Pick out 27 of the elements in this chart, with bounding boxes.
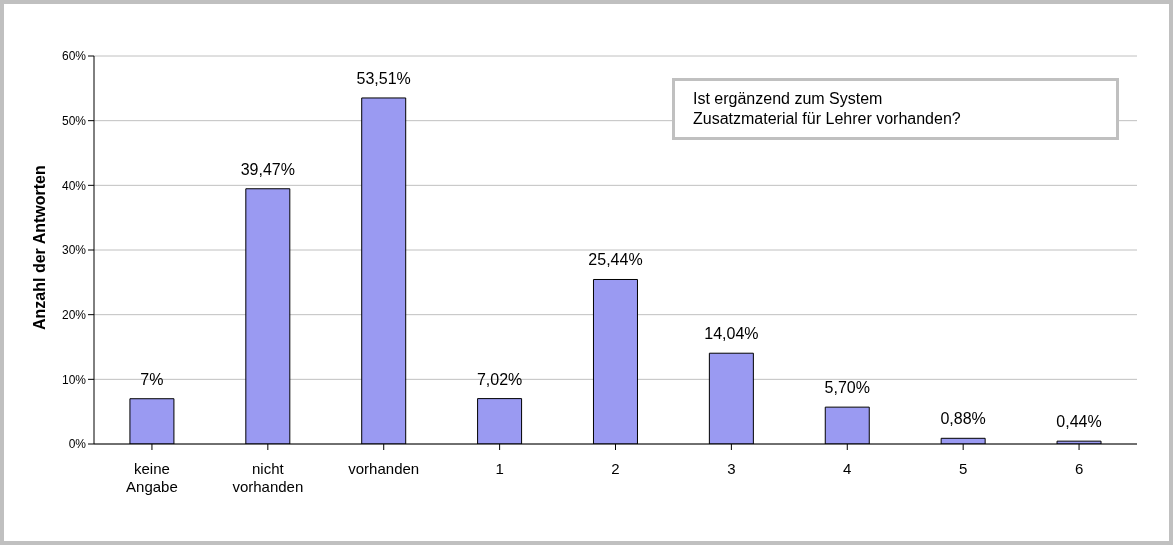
data-label: 7%: [140, 370, 164, 388]
y-tick-label: 40%: [61, 178, 87, 193]
x-tick-label: 1: [495, 459, 504, 477]
y-tick-label: 30%: [61, 243, 87, 258]
x-tick-label: 3: [727, 459, 736, 477]
data-label: 0,88%: [940, 410, 986, 428]
y-tick-label: 0%: [68, 437, 87, 452]
data-label: 7,02%: [476, 370, 523, 388]
y-tick-label: 20%: [61, 307, 87, 322]
x-tick-label: 4: [843, 459, 852, 477]
y-tick-label: 50%: [61, 113, 87, 128]
y-tick-label: 60%: [61, 49, 87, 64]
title-frame: Ist ergänzend zum System Zusatzmaterial für Lehrer vorhanden?: [672, 78, 1119, 140]
x-tick-label: 2: [611, 459, 620, 477]
y-axis-title: Anzahl der Antworten: [30, 165, 48, 330]
data-label: 53,51%: [356, 69, 411, 87]
x-tick-label: vorhanden: [348, 459, 420, 477]
y-tick-label: 10%: [61, 372, 87, 387]
x-tick-label: 5: [958, 459, 968, 477]
data-label: 5,70%: [824, 379, 870, 397]
data-label: 25,44%: [588, 251, 643, 269]
data-label: 39,47%: [240, 160, 295, 178]
x-tick-label: keine Angabe: [126, 459, 178, 496]
x-tick-label: 6: [1074, 459, 1084, 477]
data-label: 0,44%: [1056, 413, 1102, 431]
x-tick-label: nicht vorhanden: [232, 459, 304, 496]
data-label: 14,04%: [704, 325, 759, 343]
